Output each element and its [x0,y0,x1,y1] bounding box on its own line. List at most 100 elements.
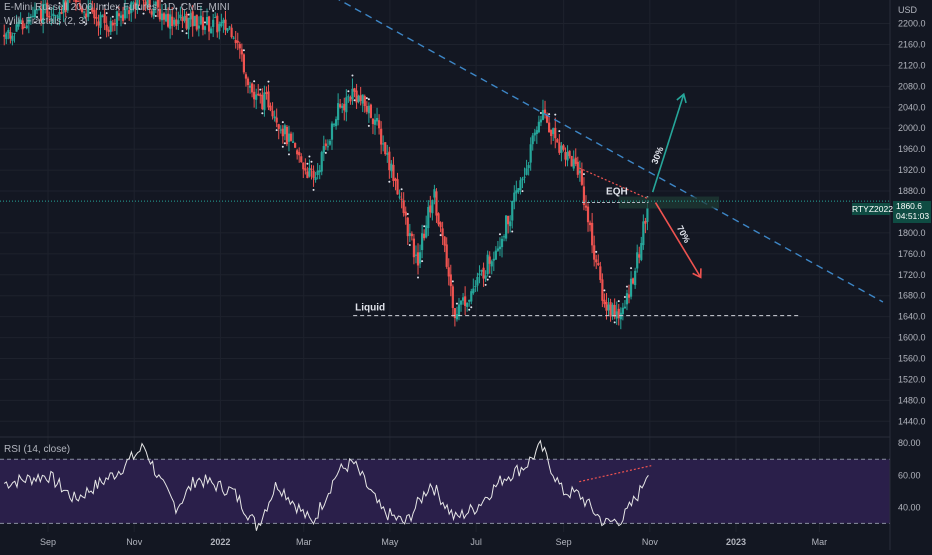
candle-body [425,225,428,238]
candle-body [640,243,643,260]
candle-body [541,110,545,120]
candle-body [351,88,354,100]
candle-body [5,33,8,40]
candle-body [103,14,106,23]
candle-body [128,10,131,15]
candle-body [42,3,45,24]
rsi-tick-label: 80.00 [898,438,921,448]
candle-body [609,302,612,317]
x-tick-label: Mar [296,537,312,547]
candle-body [21,20,24,30]
candle-body [478,273,481,276]
symbol-legend[interactable]: E-Mini Russell 2000 Index Futures, 1D, C… [4,2,230,13]
candle-body [259,94,262,97]
fractal-dot [142,12,145,15]
candle-body [105,24,108,31]
candle-body [146,0,149,8]
candle-body [615,311,618,319]
candle-body [189,13,192,20]
fractal-dot [85,22,88,25]
fractal-dot [187,13,190,16]
candle-body [386,153,389,155]
candle-body [62,0,65,13]
candle-body [429,205,432,213]
candle-body [3,34,6,37]
fractal-dot [558,130,561,133]
candle-body [357,95,360,102]
fractal-dot [406,212,409,215]
candle-body [617,308,620,318]
bullish-scenario-arrow-head [676,92,687,104]
candle-body [242,54,246,73]
candle-body [306,171,309,179]
candle-body [638,254,641,258]
candle-body [412,238,416,258]
x-tick-label: Nov [642,537,659,547]
candle-body [560,145,563,153]
candle-body [203,26,207,30]
candle-body [48,16,51,18]
candle-body [169,14,172,29]
candle-body [289,133,293,141]
candle-body [423,233,426,239]
candle-body [390,163,393,172]
candle-body [636,252,639,269]
fractal-dot [312,188,315,191]
candle-body [15,24,18,32]
candle-body [359,95,362,102]
candle-body [527,165,530,169]
candle-body [164,14,168,22]
candle-body [115,11,119,27]
x-tick-label: Sep [40,537,56,547]
candle-body [183,15,186,21]
candle-body [35,9,39,11]
candle-body [191,11,194,27]
candle-body [451,286,454,308]
candle-body [404,211,407,216]
candle-body [373,119,377,125]
candle-body [439,222,442,228]
candle-body [46,2,49,17]
candle-body [400,198,403,200]
candle-body [52,13,55,17]
candle-body [83,11,86,13]
rsi-legend[interactable]: RSI (14, close) [4,444,71,455]
x-tick-label: Sep [556,537,572,547]
candle-body [345,97,348,113]
candle-body [123,8,127,19]
candle-body [142,0,145,1]
eqh-divergence-line [578,167,649,200]
candle-body [476,276,479,286]
candle-body [343,103,346,111]
candle-body [613,304,616,317]
candle-body [353,88,356,92]
fractal-dot [400,188,403,191]
fractal-dot [488,275,491,278]
y-tick-label: 1600.0 [898,333,926,343]
candle-body [154,1,157,6]
candle-body [529,144,532,163]
candle-body [99,14,102,28]
fractal-dot [115,6,118,9]
candle-body [543,109,547,114]
candle-body [250,83,254,93]
candle-body [474,286,477,288]
candle-body [644,220,647,224]
fractals-legend[interactable]: Will. Fractals (2, 3) [4,16,88,27]
candle-body [246,78,250,86]
candle-body [11,35,14,41]
fractal-dot [275,129,278,132]
candle-body [230,27,233,38]
fractal-dot [308,155,311,158]
candle-body [435,191,438,216]
candle-body [269,105,272,111]
candle-body [621,307,624,315]
x-tick-label: May [381,537,399,547]
candle-body [326,146,329,148]
candle-body [78,3,82,7]
fractal-dot [521,190,524,193]
candle-body [629,278,633,297]
candle-body [285,126,289,145]
